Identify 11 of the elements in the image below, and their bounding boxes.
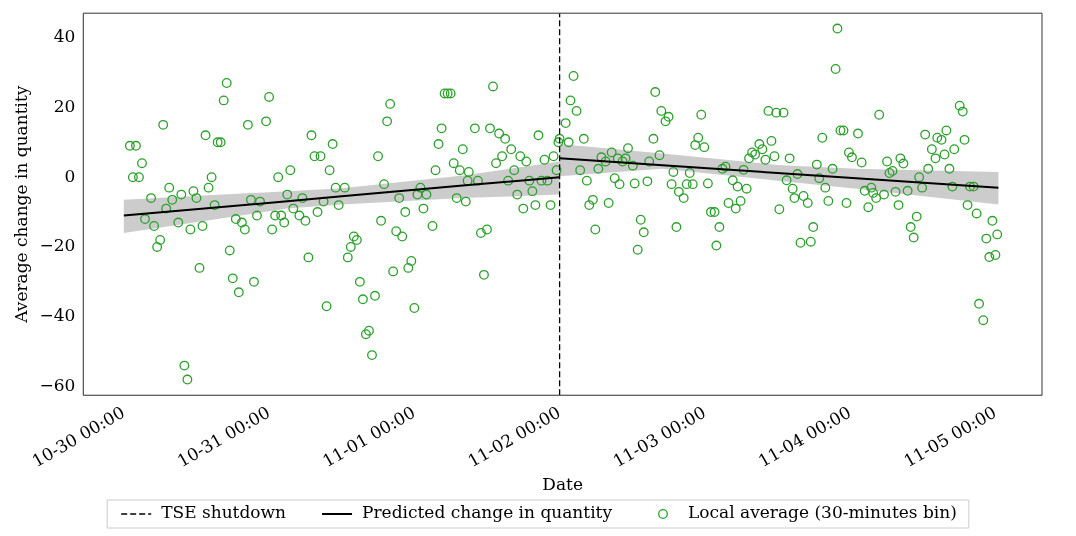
legend-label: TSE shutdown bbox=[161, 502, 287, 523]
y-tick-label: 20 bbox=[53, 95, 76, 116]
y-tick-label: −60 bbox=[39, 374, 76, 395]
y-axis-title: Average change in quantity bbox=[10, 85, 31, 324]
y-tick-label: −20 bbox=[39, 235, 76, 256]
legend-label: Predicted change in quantity bbox=[362, 502, 613, 523]
x-axis-title: Date bbox=[542, 474, 583, 495]
legend-label: Local average (30-minutes bin) bbox=[688, 502, 957, 523]
y-tick-label: −40 bbox=[39, 305, 76, 326]
y-tick-label: 0 bbox=[64, 165, 76, 186]
y-tick-label: 40 bbox=[53, 26, 76, 47]
